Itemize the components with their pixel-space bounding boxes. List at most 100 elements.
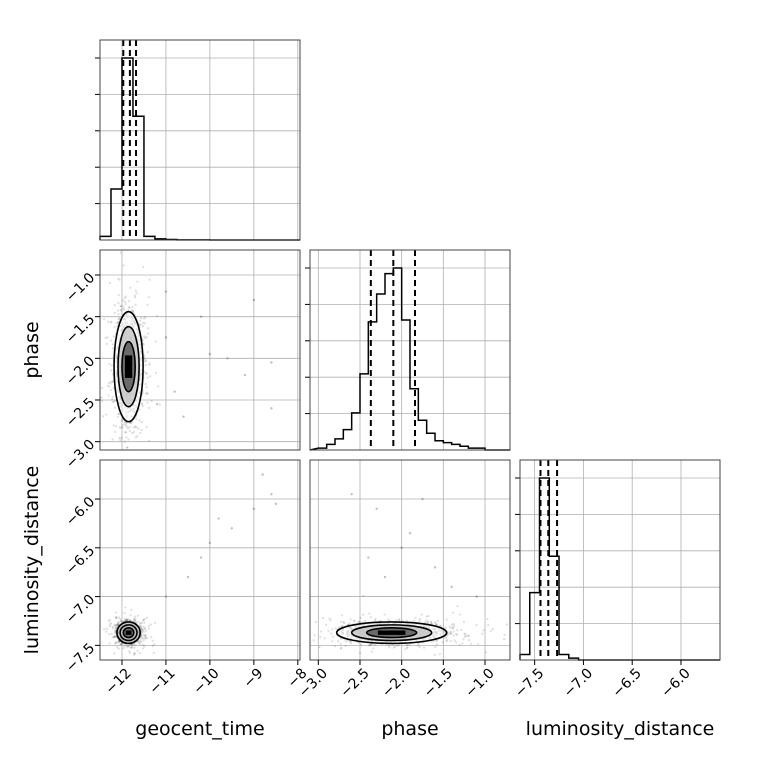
sample-point	[107, 620, 110, 623]
sample-outlier	[208, 352, 212, 356]
sample-point	[119, 438, 122, 442]
panel-frame	[99, 39, 301, 241]
sample-point	[112, 636, 116, 639]
sample-point	[319, 630, 323, 633]
sample-point	[359, 643, 362, 646]
sample-point	[114, 430, 117, 434]
sample-point	[115, 623, 118, 626]
sample-point	[123, 440, 126, 443]
y-tick-label: −7.5	[63, 640, 98, 675]
x-tick-label: −7.5	[512, 665, 547, 700]
panel-frame	[519, 459, 721, 661]
sample-point	[109, 623, 112, 626]
sample-point	[127, 309, 130, 312]
sample-point	[482, 629, 485, 632]
sample-point	[448, 625, 451, 628]
sample-point	[339, 642, 342, 645]
sample-point	[143, 335, 146, 338]
sample-point	[150, 400, 153, 403]
sample-outlier	[186, 575, 190, 579]
sample-point	[462, 620, 466, 624]
sample-point	[117, 277, 120, 280]
sample-point	[117, 640, 120, 643]
y-tick-label: −2.0	[63, 353, 98, 388]
sample-point	[117, 318, 121, 321]
sample-point	[110, 364, 113, 367]
density-contour-1	[335, 621, 448, 645]
sample-point	[115, 611, 118, 614]
sample-point	[115, 624, 118, 627]
sample-point	[104, 413, 108, 416]
sample-point	[134, 467, 136, 469]
sample-point	[456, 629, 459, 632]
sample-point	[449, 632, 452, 636]
sample-point	[147, 627, 150, 630]
sample-point	[467, 634, 470, 637]
sample-point	[445, 618, 448, 621]
sample-point	[114, 626, 117, 629]
sample-point	[137, 620, 140, 623]
sample-point	[435, 623, 438, 626]
sample-point	[157, 385, 160, 388]
sample-point	[114, 628, 117, 631]
sample-point	[144, 637, 147, 640]
sample-point	[123, 617, 126, 621]
sample-point	[147, 406, 151, 409]
sample-point	[345, 640, 348, 643]
sample-point	[123, 423, 126, 426]
sample-point	[115, 425, 118, 428]
sample-point	[405, 643, 408, 647]
sample-point	[151, 639, 154, 642]
sample-point	[456, 633, 459, 636]
sample-point	[435, 643, 439, 646]
sample-point	[344, 644, 347, 647]
x-axis-label-phase: phase	[381, 718, 438, 740]
sample-point	[142, 630, 145, 634]
sample-point	[143, 322, 147, 325]
sample-point	[122, 307, 125, 310]
sample-point	[136, 434, 139, 438]
sample-point	[339, 637, 343, 640]
sample-point	[117, 616, 120, 619]
sample-point	[109, 320, 112, 323]
sample-point	[119, 619, 123, 622]
y-tick-label: −6.5	[63, 543, 98, 578]
sample-point	[139, 639, 142, 643]
sample-point	[132, 309, 135, 313]
sample-point	[113, 311, 116, 315]
sample-point	[127, 300, 131, 303]
sample-point	[398, 619, 401, 622]
sample-point	[116, 623, 119, 626]
sample-point	[444, 626, 447, 629]
sample-point	[114, 641, 117, 644]
sample-outlier	[367, 556, 370, 559]
sample-point	[340, 620, 343, 623]
x-tick-label: −11	[146, 665, 178, 697]
sample-point	[113, 635, 116, 638]
sample-point	[122, 461, 124, 463]
sample-point	[270, 624, 272, 626]
sample-point	[106, 336, 109, 339]
sample-point	[139, 622, 142, 625]
sample-point	[134, 644, 137, 647]
sample-point	[358, 620, 361, 624]
sample-point	[452, 623, 455, 626]
sample-point	[112, 424, 115, 427]
sample-point	[135, 417, 138, 421]
sample-point	[450, 626, 453, 629]
sample-point	[123, 420, 126, 424]
sample-point	[141, 324, 145, 328]
sample-point	[133, 646, 136, 649]
sample-point	[369, 643, 373, 646]
sample-point	[414, 616, 417, 619]
sample-point	[142, 625, 145, 628]
sample-point	[449, 640, 452, 643]
sample-point	[137, 640, 140, 643]
sample-point	[121, 642, 124, 645]
density-contour-3	[121, 340, 136, 393]
sample-point	[511, 631, 513, 633]
sample-point	[113, 406, 117, 409]
density-core	[125, 630, 132, 635]
sample-point	[117, 412, 121, 416]
sample-point	[133, 615, 137, 618]
